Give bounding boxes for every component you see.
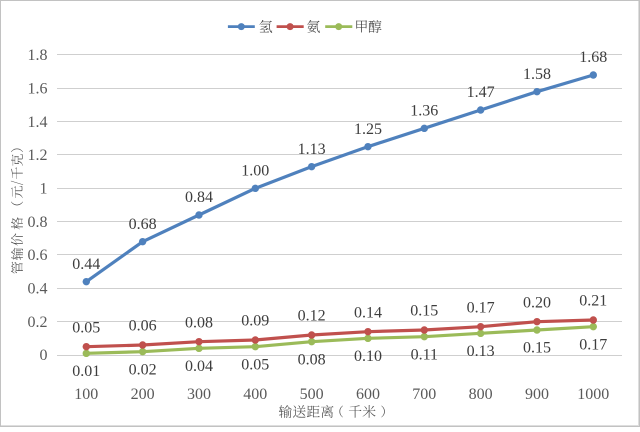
svg-text:0.17: 0.17 (467, 299, 495, 316)
svg-text:0.15: 0.15 (523, 340, 551, 357)
svg-text:0.8: 0.8 (28, 214, 48, 231)
svg-text:800: 800 (469, 386, 493, 403)
svg-text:0.08: 0.08 (185, 314, 213, 331)
svg-text:1000: 1000 (577, 386, 609, 403)
svg-text:0.10: 0.10 (354, 348, 382, 365)
svg-text:0.14: 0.14 (354, 304, 382, 321)
svg-text:0.06: 0.06 (129, 318, 157, 335)
svg-text:0.6: 0.6 (28, 247, 48, 264)
svg-text:0.2: 0.2 (28, 314, 48, 331)
svg-text:0.44: 0.44 (72, 256, 100, 273)
svg-text:0.04: 0.04 (185, 358, 213, 375)
svg-text:600: 600 (356, 386, 380, 403)
svg-text:500: 500 (300, 386, 324, 403)
svg-text:0.21: 0.21 (579, 293, 607, 310)
svg-text:1.13: 1.13 (298, 141, 326, 158)
svg-text:200: 200 (131, 386, 155, 403)
svg-text:300: 300 (187, 386, 211, 403)
svg-text:1.36: 1.36 (410, 103, 438, 120)
svg-text:1.47: 1.47 (467, 84, 495, 101)
svg-text:100: 100 (74, 386, 98, 403)
svg-text:1.25: 1.25 (354, 121, 382, 138)
svg-text:0.12: 0.12 (298, 308, 326, 325)
svg-text:0.4: 0.4 (28, 281, 48, 298)
svg-text:1.58: 1.58 (523, 66, 551, 83)
svg-text:900: 900 (525, 386, 549, 403)
svg-text:0.20: 0.20 (523, 294, 551, 311)
svg-text:0.84: 0.84 (185, 189, 213, 206)
svg-text:0.05: 0.05 (72, 319, 100, 336)
svg-text:1.6: 1.6 (28, 81, 48, 98)
svg-text:0.02: 0.02 (129, 361, 157, 378)
svg-text:700: 700 (412, 386, 436, 403)
svg-text:1.2: 1.2 (28, 147, 48, 164)
svg-text:400: 400 (243, 386, 267, 403)
svg-text:1.00: 1.00 (241, 163, 269, 180)
svg-text:1.68: 1.68 (579, 49, 607, 66)
svg-text:1.8: 1.8 (28, 47, 48, 64)
svg-text:0.15: 0.15 (410, 303, 438, 320)
svg-text:0.09: 0.09 (241, 313, 269, 330)
svg-text:0.05: 0.05 (241, 356, 269, 373)
svg-text:0.01: 0.01 (72, 363, 100, 380)
svg-text:0.08: 0.08 (298, 351, 326, 368)
svg-text:0.11: 0.11 (411, 346, 438, 363)
svg-text:0: 0 (40, 347, 48, 364)
svg-text:1.4: 1.4 (28, 114, 48, 131)
svg-text:1: 1 (40, 181, 48, 198)
svg-text:0.17: 0.17 (579, 336, 607, 353)
svg-text:0.68: 0.68 (129, 216, 157, 233)
svg-text:0.13: 0.13 (467, 343, 495, 360)
